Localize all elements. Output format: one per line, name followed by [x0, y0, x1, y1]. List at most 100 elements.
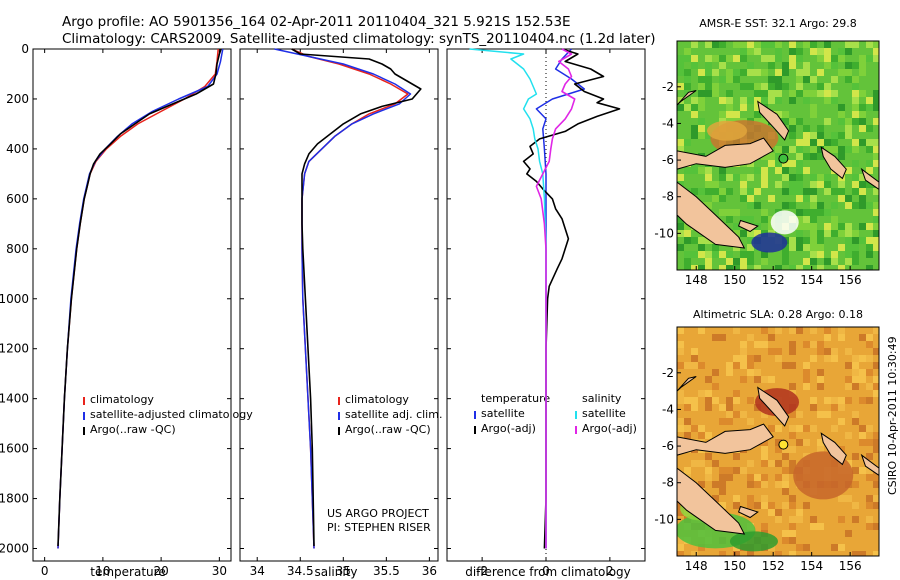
heat-cell	[684, 453, 691, 460]
heat-cell	[852, 481, 859, 488]
heat-cell	[817, 174, 824, 181]
heat-cell	[831, 223, 838, 230]
heat-cell	[761, 523, 768, 530]
heat-cell	[845, 495, 852, 502]
heat-cell	[845, 502, 852, 509]
heat-cell	[677, 502, 684, 509]
heat-cell	[677, 55, 684, 62]
heat-cell	[866, 453, 873, 460]
heat-cell	[810, 237, 817, 244]
heat-cell	[796, 439, 803, 446]
heat-cell	[712, 83, 719, 90]
heat-cell	[838, 502, 845, 509]
heat-cell	[719, 209, 726, 216]
heat-cell	[747, 397, 754, 404]
heat-cell	[782, 551, 789, 556]
heat-cell	[705, 251, 712, 258]
heat-cell	[775, 516, 782, 523]
heat-cell	[796, 174, 803, 181]
heat-cell	[824, 209, 831, 216]
heat-cell	[691, 188, 698, 195]
heat-cell	[789, 502, 796, 509]
heat-cell	[852, 202, 859, 209]
heat-cell	[754, 411, 761, 418]
heat-cell	[831, 230, 838, 237]
heat-cell	[852, 118, 859, 125]
heat-cell	[796, 55, 803, 62]
heat-cell	[831, 544, 838, 551]
difference-series-temperature-argo-adj-	[522, 48, 621, 549]
heat-cell	[831, 62, 838, 69]
heat-cell	[684, 167, 691, 174]
heat-cell	[852, 502, 859, 509]
salinity-xtick-label: 36	[422, 564, 437, 578]
heat-cell	[761, 167, 768, 174]
heat-cell	[796, 90, 803, 97]
heat-cell	[866, 139, 873, 146]
heat-cell	[705, 237, 712, 244]
heat-cell	[824, 83, 831, 90]
heat-cell	[873, 146, 879, 153]
heat-cell	[684, 83, 691, 90]
heat-cell	[719, 174, 726, 181]
sst-map-xtick-label: 154	[800, 273, 823, 287]
heat-cell	[719, 327, 726, 334]
heat-cell	[866, 502, 873, 509]
land-mass	[860, 167, 879, 191]
heat-cell	[761, 495, 768, 502]
heat-cell	[754, 41, 761, 48]
heat-cell	[838, 195, 845, 202]
heat-cell	[817, 244, 824, 251]
heat-cell	[810, 495, 817, 502]
heat-cell	[775, 425, 782, 432]
heat-cell	[789, 181, 796, 188]
sst-map-ytick-label: -6	[662, 153, 674, 167]
heat-cell	[873, 439, 879, 446]
heat-cell	[677, 62, 684, 69]
heat-cell	[824, 397, 831, 404]
heat-cell	[831, 188, 838, 195]
heat-cell	[691, 251, 698, 258]
project-credit: US ARGO PROJECT	[327, 507, 429, 520]
heat-cell	[810, 153, 817, 160]
heat-cell	[684, 418, 691, 425]
heat-cell	[761, 90, 768, 97]
footer-timestamp: CSIRO 10-Apr-2011 10:30:49	[886, 336, 899, 495]
heat-cell	[852, 551, 859, 556]
heat-cell	[824, 188, 831, 195]
heat-cell	[824, 41, 831, 48]
heat-cell	[845, 76, 852, 83]
heat-cell	[747, 460, 754, 467]
heat-cell	[810, 397, 817, 404]
land-mass	[820, 146, 847, 180]
heat-cell	[838, 111, 845, 118]
heat-cell	[733, 341, 740, 348]
land-mass	[820, 432, 847, 466]
heat-cell	[677, 362, 684, 369]
heat-cell	[838, 397, 845, 404]
difference-series-salinity-argo-adj-	[535, 48, 576, 549]
heat-cell	[740, 104, 747, 111]
legend-label-argo: Argo(..raw -QC)	[345, 423, 431, 436]
heat-cell	[796, 146, 803, 153]
heat-cell	[775, 146, 782, 153]
heat-cell	[873, 495, 879, 502]
heat-cell	[740, 55, 747, 62]
heat-cell	[712, 460, 719, 467]
heat-patch	[793, 451, 854, 500]
heat-cell	[705, 390, 712, 397]
heat-cell	[691, 348, 698, 355]
heat-cell	[782, 432, 789, 439]
argo-position-marker	[778, 153, 789, 164]
heat-cell	[740, 411, 747, 418]
heat-cell	[782, 174, 789, 181]
heat-cell	[684, 397, 691, 404]
heat-cell	[712, 195, 719, 202]
heat-cell	[866, 516, 873, 523]
heat-cell	[705, 41, 712, 48]
heat-cell	[873, 41, 879, 48]
heat-cell	[817, 446, 824, 453]
heat-cell	[859, 90, 866, 97]
heat-cell	[719, 111, 726, 118]
heat-cell	[817, 383, 824, 390]
